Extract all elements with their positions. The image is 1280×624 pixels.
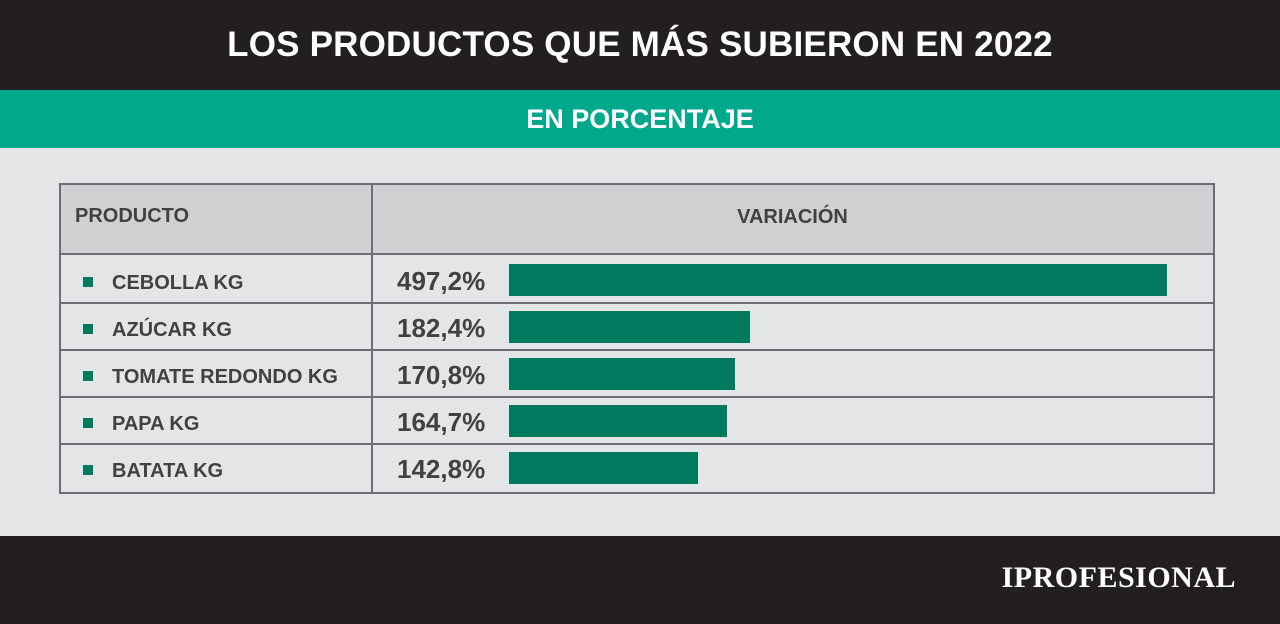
category-label: AZÚCAR KG bbox=[112, 319, 232, 341]
data-table: PRODUCTO VARIACIÓN CEBOLLA KG 497,2% AZÚCA… bbox=[59, 183, 1215, 494]
header-variation: VARIACIÓN bbox=[737, 206, 848, 228]
bar bbox=[509, 311, 750, 343]
category-label: PAPA KG bbox=[112, 413, 200, 435]
row-divider bbox=[61, 396, 1213, 398]
category-label: CEBOLLA KG bbox=[112, 272, 244, 294]
bar bbox=[509, 452, 698, 484]
column-divider bbox=[371, 185, 373, 492]
bullet-square-icon bbox=[83, 418, 93, 428]
table-header: PRODUCTO VARIACIÓN bbox=[61, 185, 1213, 255]
table-row: CEBOLLA KG 497,2% bbox=[61, 257, 1213, 304]
category-label: TOMATE REDONDO KG bbox=[112, 366, 338, 388]
chart-title: LOS PRODUCTOS QUE MÁS SUBIERON EN 2022 bbox=[0, 0, 1280, 90]
row-divider bbox=[61, 443, 1213, 445]
row-divider bbox=[61, 302, 1213, 304]
bar bbox=[509, 405, 727, 437]
brand-logo: IPROFESIONAL bbox=[1001, 561, 1236, 594]
table-row: BATATA KG 142,8% bbox=[61, 445, 1213, 492]
bar bbox=[509, 358, 735, 390]
table-row: AZÚCAR KG 182,4% bbox=[61, 304, 1213, 351]
category-label: BATATA KG bbox=[112, 460, 224, 482]
table-row: TOMATE REDONDO KG 170,8% bbox=[61, 351, 1213, 398]
header-product: PRODUCTO bbox=[75, 205, 190, 227]
value-label: 497,2% bbox=[397, 266, 486, 296]
bullet-square-icon bbox=[83, 324, 93, 334]
row-divider bbox=[61, 349, 1213, 351]
value-label: 142,8% bbox=[397, 454, 486, 484]
value-label: 182,4% bbox=[397, 313, 486, 343]
footer: IPROFESIONAL bbox=[0, 536, 1280, 624]
bullet-square-icon bbox=[83, 465, 93, 475]
bullet-square-icon bbox=[83, 371, 93, 381]
value-label: 164,7% bbox=[397, 407, 486, 437]
bullet-square-icon bbox=[83, 277, 93, 287]
chart-subtitle: EN PORCENTAJE bbox=[0, 90, 1280, 148]
bar bbox=[509, 264, 1167, 296]
value-label: 170,8% bbox=[397, 360, 486, 390]
table-row: PAPA KG 164,7% bbox=[61, 398, 1213, 445]
